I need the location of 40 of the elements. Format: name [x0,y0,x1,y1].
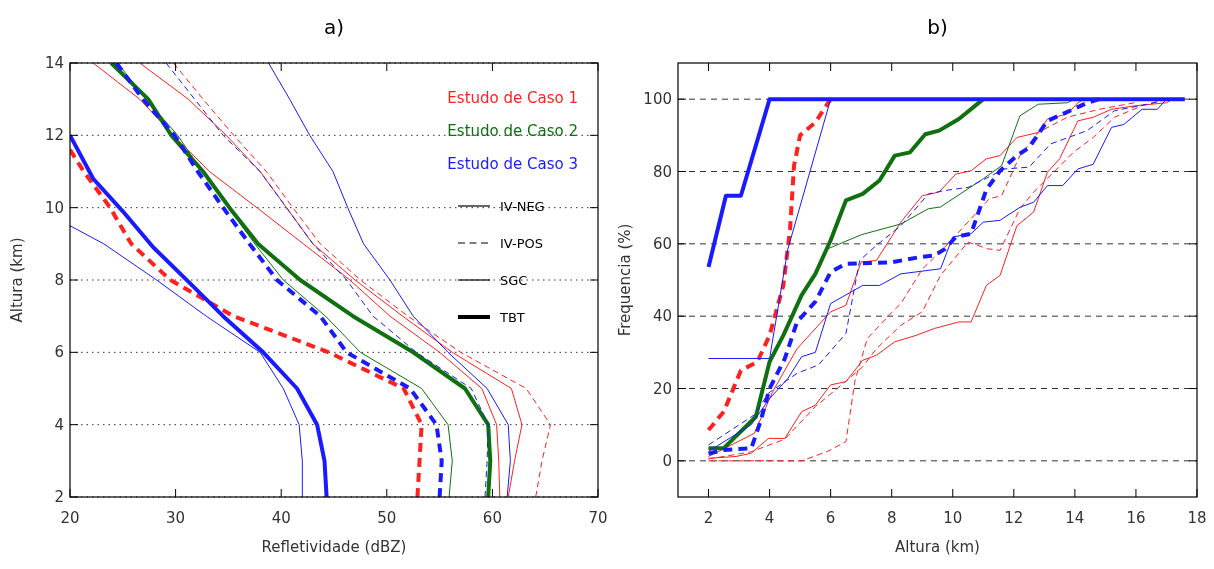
x-tick-label: 2 [703,509,714,527]
x-tick-label: 16 [1126,509,1146,527]
y-axis-title: Frequencia (%) [616,223,634,337]
y-tick-label: 60 [652,234,672,253]
x-tick-label: 8 [886,509,897,527]
chart-title: a) [323,15,345,39]
chart-title: b) [927,15,948,39]
annotation: SGC [500,273,528,288]
x-tick-label: 40 [271,509,291,527]
y-tick-label: 10 [44,198,64,217]
x-axis-title: Altura (km) [895,538,980,556]
x-tick-label: 50 [377,509,397,527]
y-tick-label: 40 [652,307,672,326]
x-tick-label: 70 [588,509,608,527]
x-tick-label: 60 [482,509,502,527]
y-tick-label: 6 [54,343,64,362]
x-tick-label: 10 [943,509,963,527]
y-tick-label: 0 [662,451,672,470]
annotation: IV-NEG [500,199,545,214]
x-tick-label: 30 [166,509,186,527]
annotation: Estudo de Caso 1 [447,89,578,107]
x-tick-label: 4 [764,509,775,527]
y-tick-label: 80 [652,162,672,181]
y-tick-label: 2 [54,488,64,506]
y-axis-title: Altura (km) [8,237,26,323]
annotation: TBT [499,310,525,325]
y-tick-label: 14 [44,54,64,72]
y-tick-label: 4 [54,415,64,434]
x-tick-label: 6 [825,509,836,527]
y-tick-label: 20 [652,379,672,398]
annotation: Estudo de Caso 2 [447,122,578,140]
annotation: Estudo de Caso 3 [447,155,578,173]
annotation: IV-POS [500,236,543,251]
y-tick-label: 8 [54,271,64,289]
x-tick-label: 14 [1065,509,1085,527]
x-tick-label: 12 [1004,509,1024,527]
y-tick-label: 100 [643,90,672,109]
y-tick-label: 12 [44,126,64,145]
x-axis-title: Refletividade (dBZ) [261,538,407,556]
x-tick-label: 18 [1187,509,1207,527]
